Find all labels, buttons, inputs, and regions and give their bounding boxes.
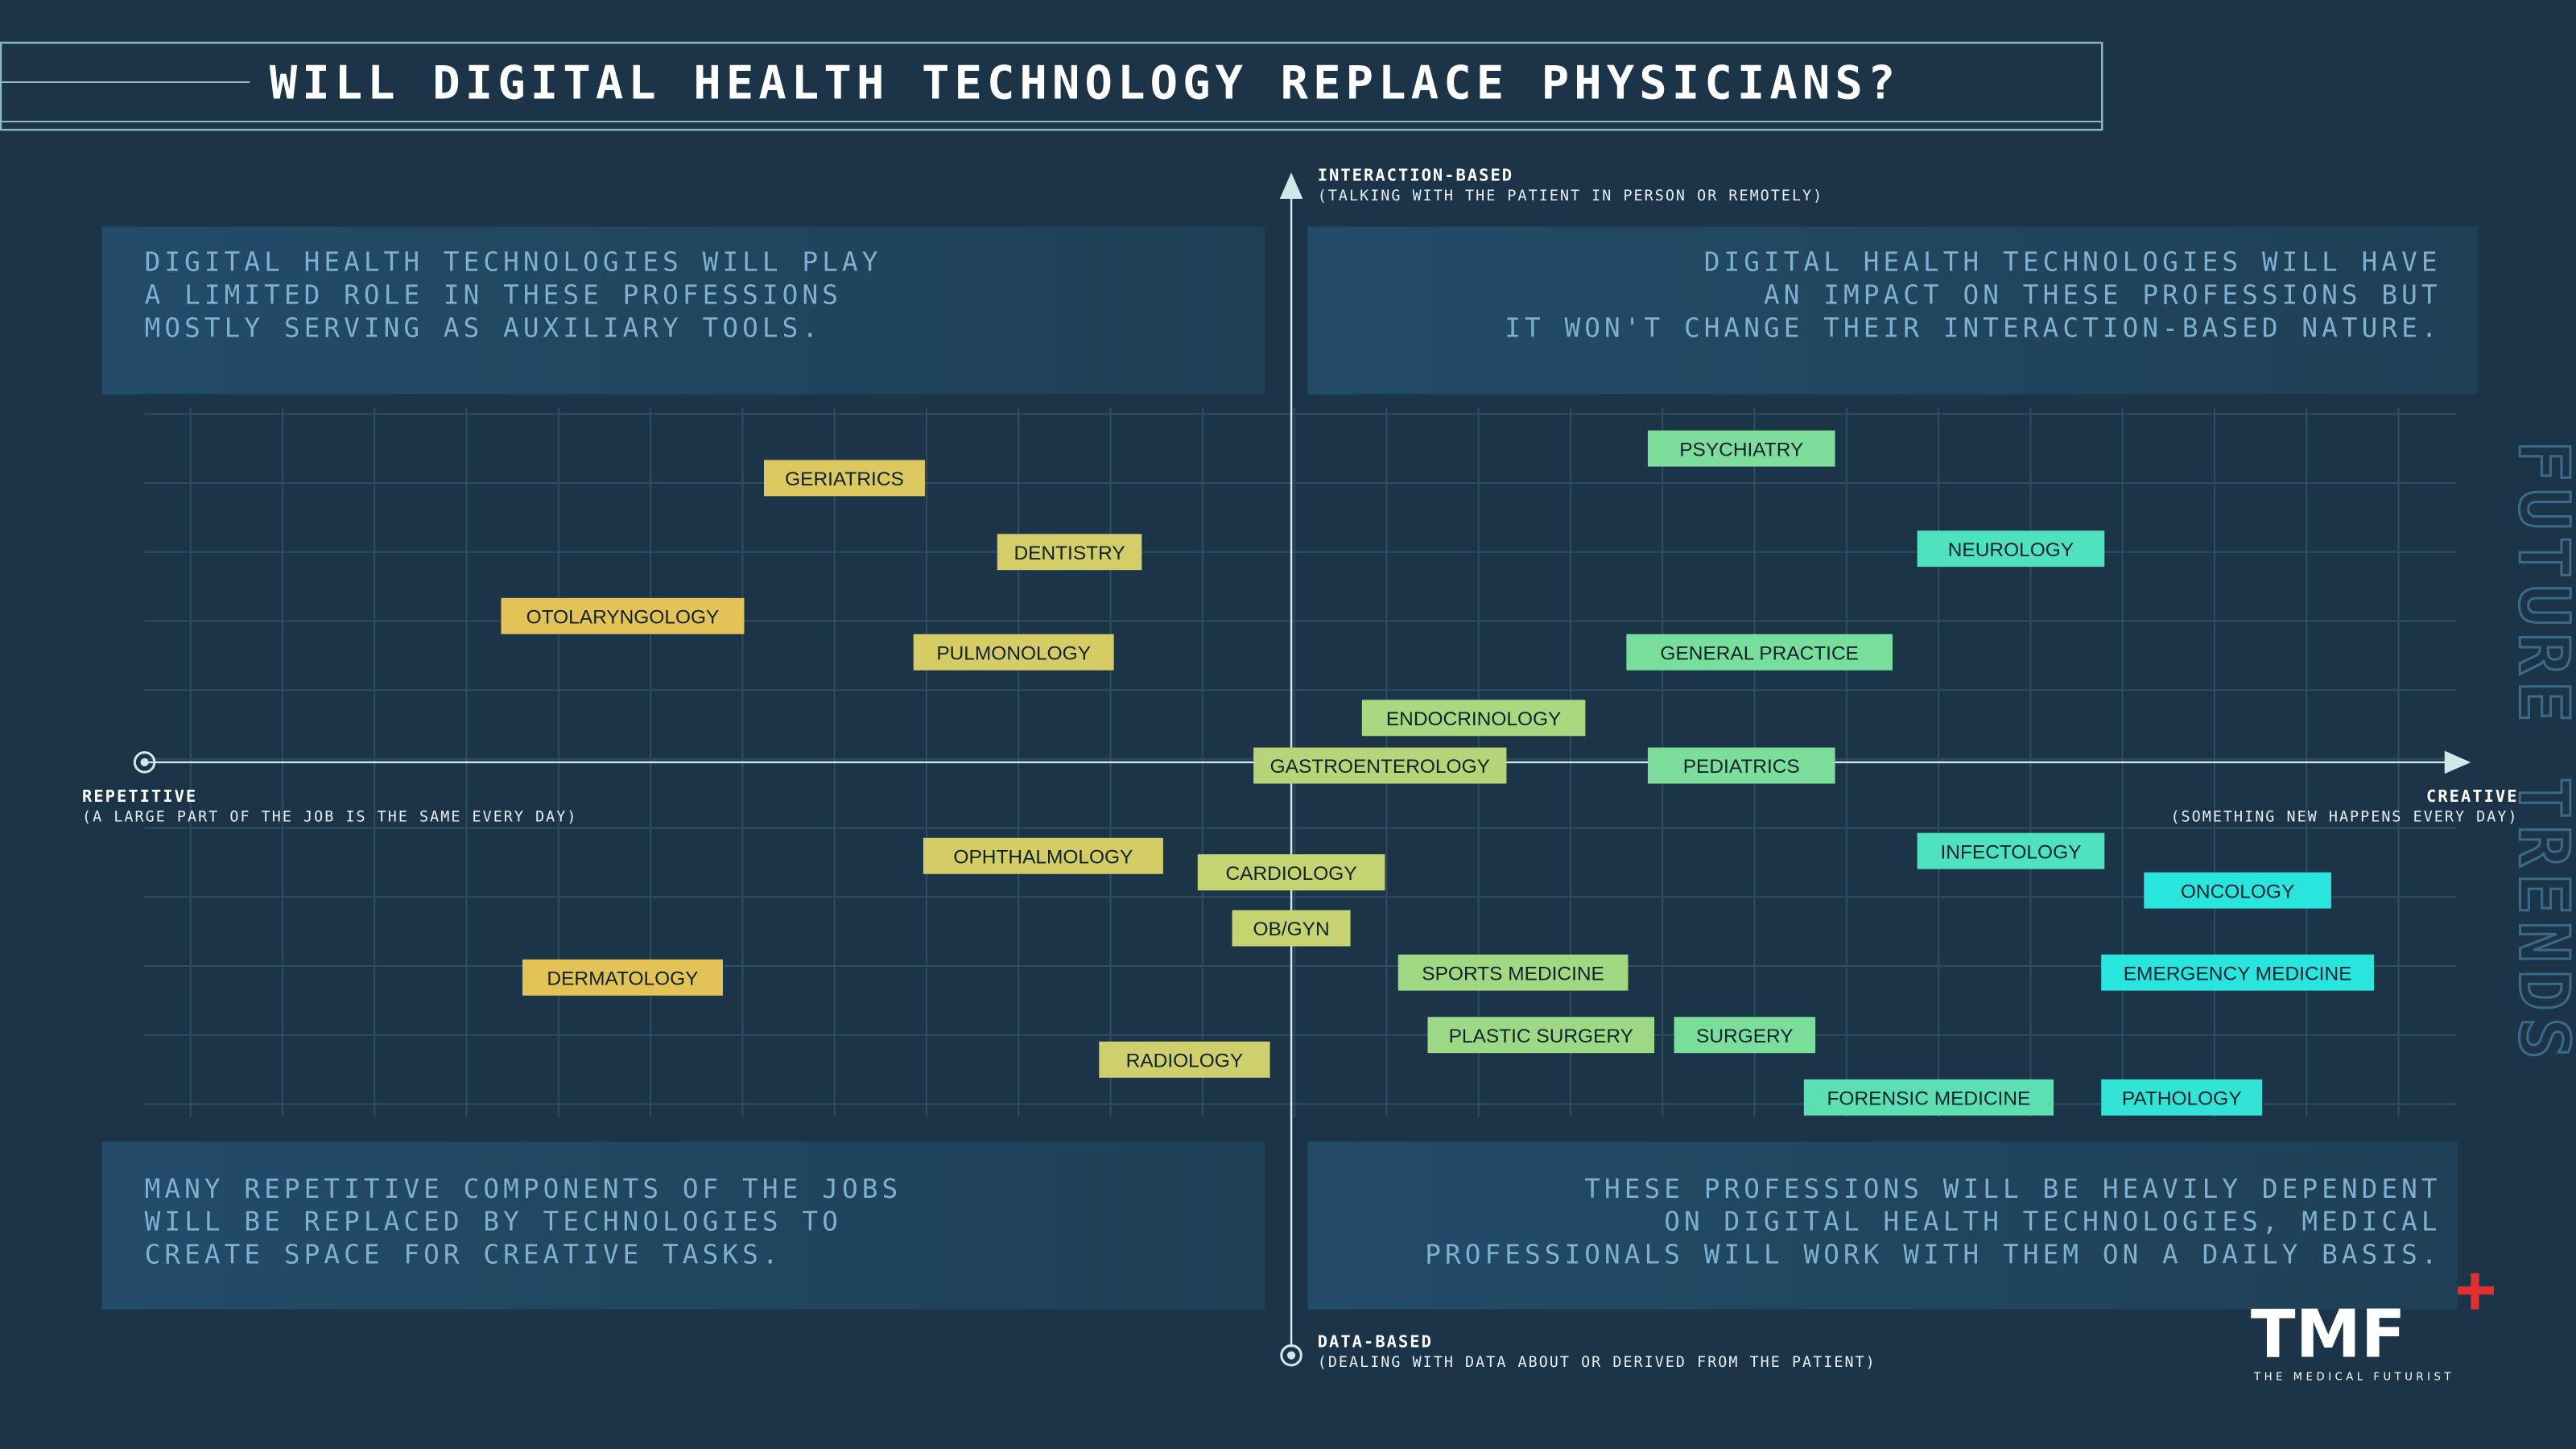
axis-label: INTERACTION-BASED [1318, 165, 1513, 184]
node-label: RADIOLOGY [1126, 1051, 1243, 1072]
logo-mark: TMF [2251, 1297, 2406, 1373]
quadrant-line: DIGITAL HEALTH TECHNOLOGIES WILL PLAY [145, 247, 882, 278]
quadrant-line: WILL BE REPLACED BY TECHNOLOGIES TO [145, 1207, 842, 1237]
node-label: OPHTHALMOLOGY [953, 846, 1133, 868]
node-box [1397, 954, 1629, 991]
node-label: PULMONOLOGY [936, 642, 1091, 664]
axis-note: (A LARGE PART OF THE JOB IS THE SAME EVE… [82, 808, 577, 825]
title-banner: WILL DIGITAL HEALTH TECHNOLOGY REPLACE P… [0, 41, 2103, 131]
quadrant-boxes [101, 226, 2478, 1310]
node-label: ONCOLOGY [2181, 881, 2294, 902]
node-box [522, 959, 723, 996]
quadrant-line: A LIMITED ROLE IN THESE PROFESSIONS [145, 280, 842, 311]
logo-name: THE MEDICAL FUTURIST [2253, 1371, 2454, 1383]
node-label: NEUROLOGY [1948, 539, 2074, 561]
node-label: EMERGENCY MEDICINE [2124, 963, 2352, 985]
node-box [1917, 530, 2105, 568]
node-label: OB/GYN [1253, 919, 1329, 940]
quadrant-line: DIGITAL HEALTH TECHNOLOGIES WILL HAVE [1704, 247, 2442, 278]
node-label: SPORTS MEDICINE [1422, 963, 1604, 985]
node-label: PSYCHIATRY [1679, 439, 1803, 460]
node-label: FORENSIC MEDICINE [1827, 1088, 2030, 1109]
node-box [2101, 1079, 2263, 1116]
axis-labels: INTERACTION-BASED (TALKING WITH THE PATI… [82, 165, 2519, 1371]
quadrant-line: THESE PROFESSIONS WILL BE HEAVILY DEPEND… [1584, 1174, 2441, 1204]
node-label: ENDOCRINOLOGY [1386, 708, 1562, 730]
node-label: OTOLARYNGOLOGY [526, 606, 720, 628]
node-label: INFECTOLOGY [1940, 841, 2081, 863]
axis-label: REPETITIVE [82, 786, 197, 806]
quadrant-line: IT WON'T CHANGE THEIR INTERACTION-BASED … [1505, 312, 2441, 343]
watermark: FUTURE TRENDS [2504, 440, 2576, 1066]
node-box [997, 534, 1142, 571]
title: WILL DIGITAL HEALTH TECHNOLOGY REPLACE P… [270, 56, 1901, 109]
node-box [1626, 634, 1893, 671]
node-label: DENTISTRY [1013, 543, 1125, 564]
node-box [1674, 1017, 1816, 1054]
axis-label: DATA-BASED [1318, 1331, 1433, 1351]
quadrant-line: AN IMPACT ON THESE PROFESSIONS BUT [1764, 280, 2442, 311]
node-box [2144, 872, 2331, 909]
node-label: GASTROENTEROLOGY [1270, 756, 1490, 778]
node-label: PLASTIC SURGERY [1449, 1026, 1633, 1047]
node-label: DERMATOLOGY [547, 968, 698, 989]
node-label: GENERAL PRACTICE [1660, 642, 1859, 664]
node-box [1803, 1079, 2054, 1116]
node-box [1361, 700, 1586, 737]
node-box [1232, 910, 1351, 947]
quadrant-line: CREATE SPACE FOR CREATIVE TASKS. [145, 1239, 782, 1269]
node-box [1647, 430, 1835, 467]
axis-note: (DEALING WITH DATA ABOUT OR DERIVED FROM… [1318, 1354, 1876, 1371]
node-box [501, 597, 745, 634]
node-box [913, 634, 1114, 671]
quadrant-line: MANY REPETITIVE COMPONENTS OF THE JOBS [145, 1174, 902, 1204]
node-label: GERIATRICS [785, 469, 904, 490]
node-box [923, 837, 1163, 874]
axis-note: (SOMETHING NEW HAPPENS EVERY DAY) [2170, 808, 2518, 825]
node-label: CARDIOLOGY [1225, 863, 1356, 885]
node-label: SURGERY [1696, 1026, 1794, 1047]
nodes: GERIATRICS DENTISTRY OTOLARYNGOLOGY PULMONO… [501, 430, 2374, 1116]
node-box [763, 460, 925, 497]
quadrant-line: PROFESSIONALS WILL WORK WITH THEM ON A D… [1425, 1239, 2441, 1269]
axis-label: CREATIVE [2426, 786, 2519, 806]
node-box [1099, 1041, 1270, 1078]
node-box [1647, 747, 1835, 784]
node-box [1253, 747, 1507, 784]
node-box [2101, 954, 2374, 991]
node-label: PEDIATRICS [1683, 756, 1800, 778]
node-label: PATHOLOGY [2122, 1088, 2242, 1109]
node-box [1917, 832, 2105, 869]
axis-note: (TALKING WITH THE PATIENT IN PERSON OR R… [1318, 188, 1824, 204]
quadrant-line: ON DIGITAL HEALTH TECHNOLOGIES, MEDICAL [1664, 1207, 2441, 1237]
logo: TMF THE MEDICAL FUTURIST [2251, 1273, 2494, 1383]
quadrant-line: MOSTLY SERVING AS AUXILIARY TOOLS. [145, 312, 823, 343]
node-box [1197, 854, 1385, 891]
node-box [1427, 1017, 1655, 1054]
